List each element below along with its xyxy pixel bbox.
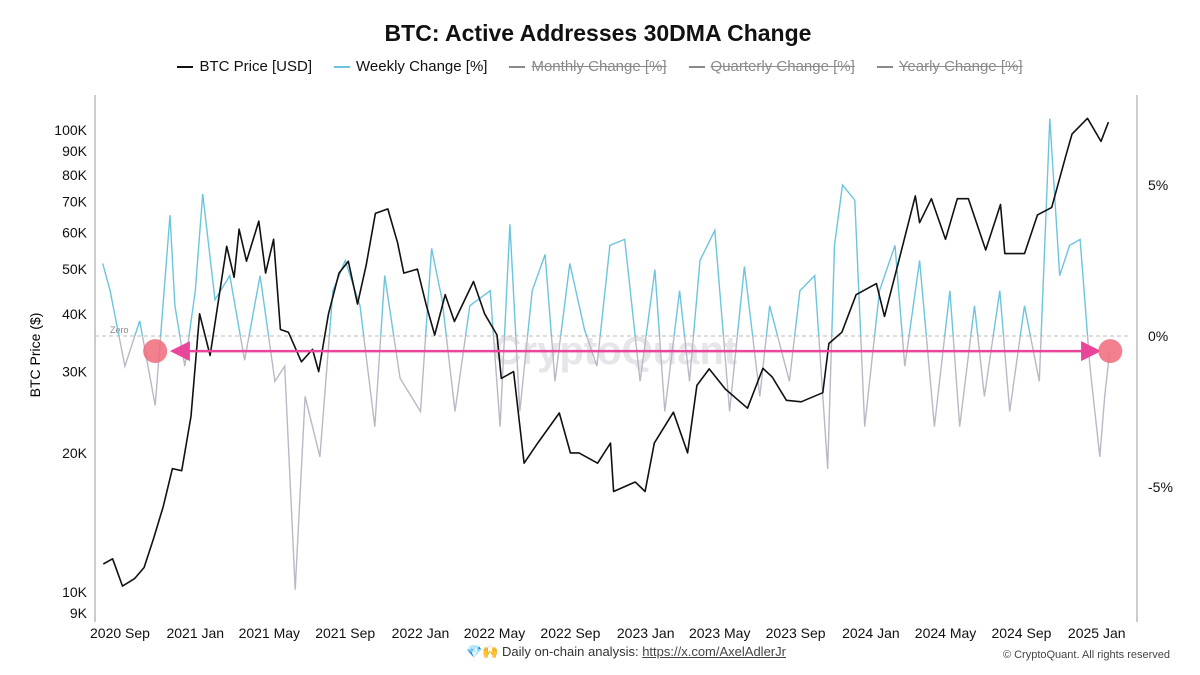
legend-item-monthly-change[interactable]: Monthly Change [%] [509,58,667,75]
legend-label: Yearly Change [%] [898,58,1023,75]
legend-label: BTC Price [USD] [199,58,312,75]
x-tick-label: 2023 May [689,625,750,641]
legend: BTC Price [USD] Weekly Change [%] Monthl… [0,58,1200,75]
legend-item-btc-price[interactable]: BTC Price [USD] [177,58,312,75]
y-left-tick-label: 30K [62,364,88,380]
x-tick-label: 2024 May [915,625,976,641]
y-left-tick-label: 50K [62,261,88,277]
legend-item-yearly-change[interactable]: Yearly Change [%] [876,58,1023,75]
legend-item-quarterly-change[interactable]: Quarterly Change [%] [688,58,855,75]
legend-label: Weekly Change [%] [356,58,488,75]
legend-swatch [688,65,705,68]
y-left-tick-label: 90K [62,143,88,159]
circle-marker [1098,339,1123,364]
x-tick-label: 2021 Jan [166,625,224,641]
x-tick-label: 2022 Sep [540,625,600,641]
x-tick-label: 2023 Sep [766,625,826,641]
y-left-tick-label: 9K [70,605,88,621]
y-left-tick-label: 100K [54,122,87,138]
y-left-tick-label: 20K [62,445,88,461]
legend-label: Monthly Change [%] [531,58,667,75]
y-left-tick-label: 80K [62,167,88,183]
x-tick-label: 2020 Sep [90,625,150,641]
y-right-tick-label: 0% [1148,328,1168,344]
y-left-tick-label: 70K [62,194,88,210]
y-left-tick-label: 10K [62,584,88,600]
y-right-tick-label: -5% [1148,479,1173,495]
circle-marker [143,339,168,364]
diamond-hands-icon: 💎🙌 [466,644,499,659]
btc-price-line [102,117,1110,587]
x-tick-label: 2024 Sep [991,625,1051,641]
zero-label: Zero [110,325,129,335]
legend-item-weekly-change[interactable]: Weekly Change [%] [334,58,487,75]
x-tick-label: 2021 May [239,625,300,641]
footer: 💎🙌 Daily on-chain analysis: https://x.co… [466,644,786,660]
y-right-tick-label: 5% [1148,177,1168,193]
footer-link[interactable]: https://x.com/AxelAdlerJr [642,644,786,659]
y-axis-label: BTC Price ($) [27,313,43,398]
x-tick-label: 2023 Jan [617,625,675,641]
legend-swatch [177,65,194,68]
legend-swatch [876,65,893,68]
x-tick-label: 2024 Jan [842,625,900,641]
x-tick-label: 2022 Jan [392,625,450,641]
footer-text: Daily on-chain analysis: [502,644,643,659]
y-left-tick-label: 60K [62,224,88,240]
x-tick-label: 2025 Jan [1068,625,1126,641]
y-left-tick-label: 40K [62,306,88,322]
weekly-change-line-negative [118,336,1111,590]
x-tick-label: 2021 Sep [315,625,375,641]
copyright: © CryptoQuant. All rights reserved [1002,649,1170,661]
legend-swatch [509,65,526,68]
chart-title: BTC: Active Addresses 30DMA Change [384,20,812,46]
legend-swatch [334,65,350,68]
legend-label: Quarterly Change [%] [710,58,855,75]
x-tick-label: 2022 May [464,625,525,641]
weekly-change-line-positive [102,118,1089,336]
